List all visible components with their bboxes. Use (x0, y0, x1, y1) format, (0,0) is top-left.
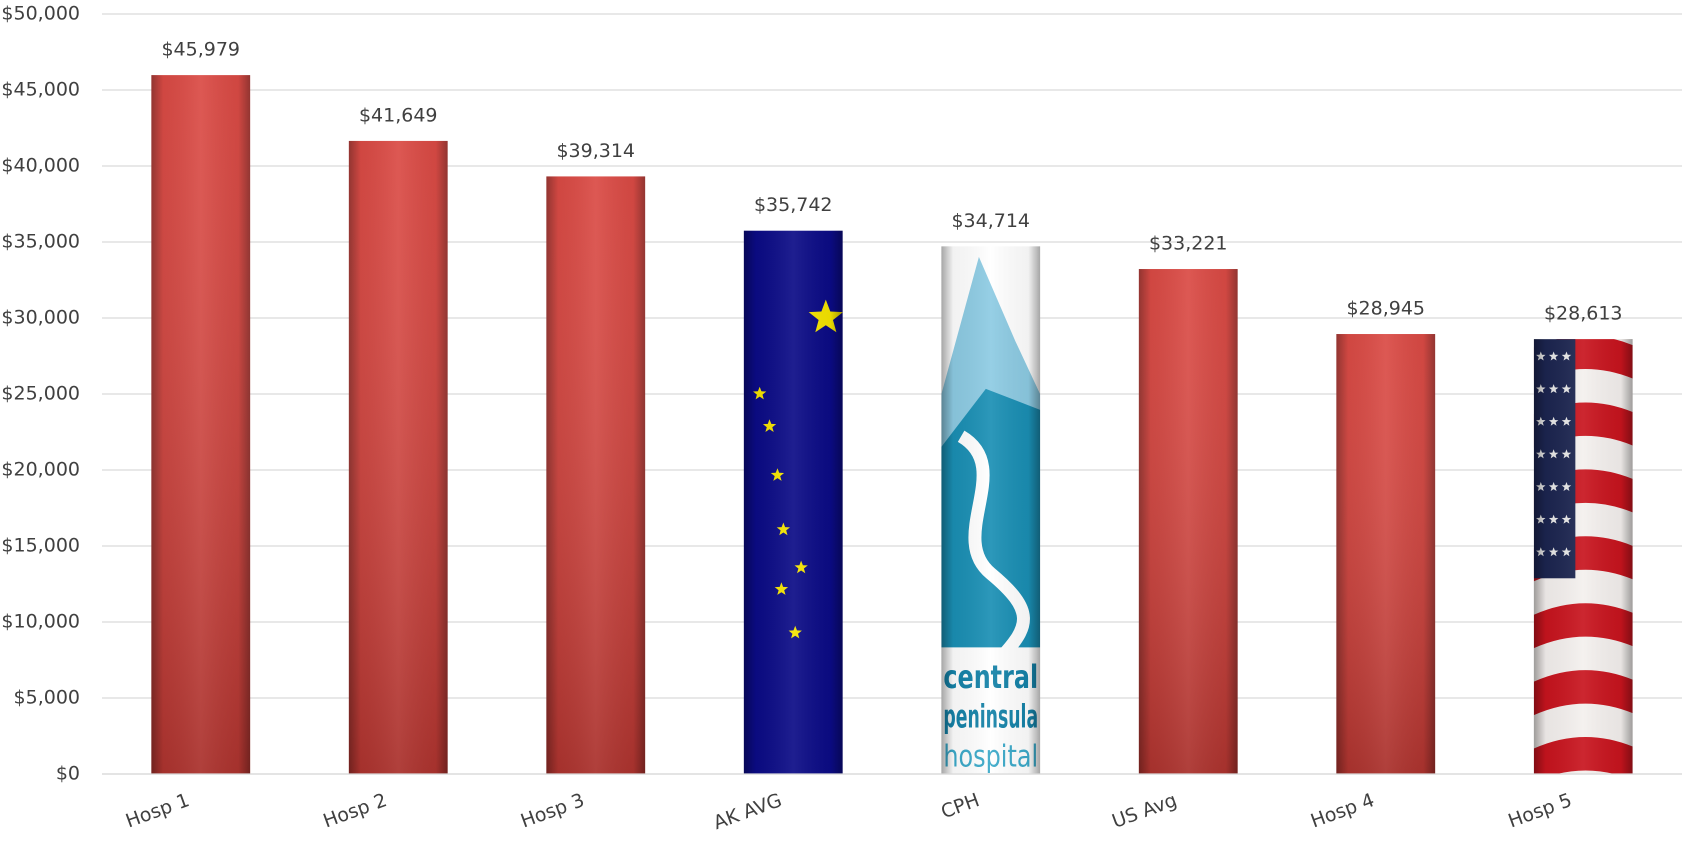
x-tick-label: US Avg (1109, 789, 1180, 833)
value-label: $33,221 (1149, 233, 1228, 255)
bar-shade-v (348, 140, 448, 775)
value-label: $39,314 (556, 140, 635, 162)
y-tick-label: $10,000 (1, 611, 80, 633)
bar-shade (941, 246, 1041, 775)
value-label: $45,979 (161, 39, 240, 61)
value-label: $28,613 (1544, 303, 1623, 325)
x-tick-label: Hosp 1 (123, 789, 193, 832)
x-tick-label: Hosp 5 (1505, 789, 1575, 832)
x-tick-label: Hosp 3 (518, 789, 588, 832)
y-tick-label: $15,000 (1, 535, 80, 557)
bar-group (151, 75, 251, 774)
y-tick-label: $25,000 (1, 383, 80, 405)
bar-group (1138, 269, 1238, 774)
y-tick-label: $0 (56, 763, 80, 785)
value-label: $28,945 (1346, 298, 1425, 320)
y-tick-label: $20,000 (1, 459, 80, 481)
bar-shade (743, 230, 843, 774)
bar-group (1336, 334, 1436, 774)
x-tick-label: Hosp 2 (320, 789, 390, 832)
x-tick-label: AK AVG (711, 789, 785, 834)
bar-shade-v (151, 75, 251, 774)
bar-group: centralpeninsulahospital (941, 246, 1041, 775)
y-tick-label: $30,000 (1, 307, 80, 329)
x-tick-label: CPH (938, 789, 982, 823)
bar-group (546, 176, 646, 775)
x-tick-label: Hosp 4 (1308, 789, 1378, 832)
bar-shade-v (1336, 334, 1436, 774)
y-tick-label: $50,000 (1, 3, 80, 25)
bar-shade (1533, 339, 1633, 774)
bar-shade-v (546, 176, 646, 775)
value-label: $41,649 (359, 104, 438, 126)
bar-group (743, 230, 843, 774)
bar-group (348, 140, 448, 775)
bar-shade-v (1138, 269, 1238, 774)
y-tick-label: $5,000 (14, 687, 80, 709)
y-tick-label: $45,000 (1, 79, 80, 101)
bar-group (1533, 339, 1633, 774)
y-tick-label: $40,000 (1, 155, 80, 177)
value-label: $34,714 (951, 210, 1030, 232)
y-tick-label: $35,000 (1, 231, 80, 253)
value-label: $35,742 (754, 194, 833, 216)
